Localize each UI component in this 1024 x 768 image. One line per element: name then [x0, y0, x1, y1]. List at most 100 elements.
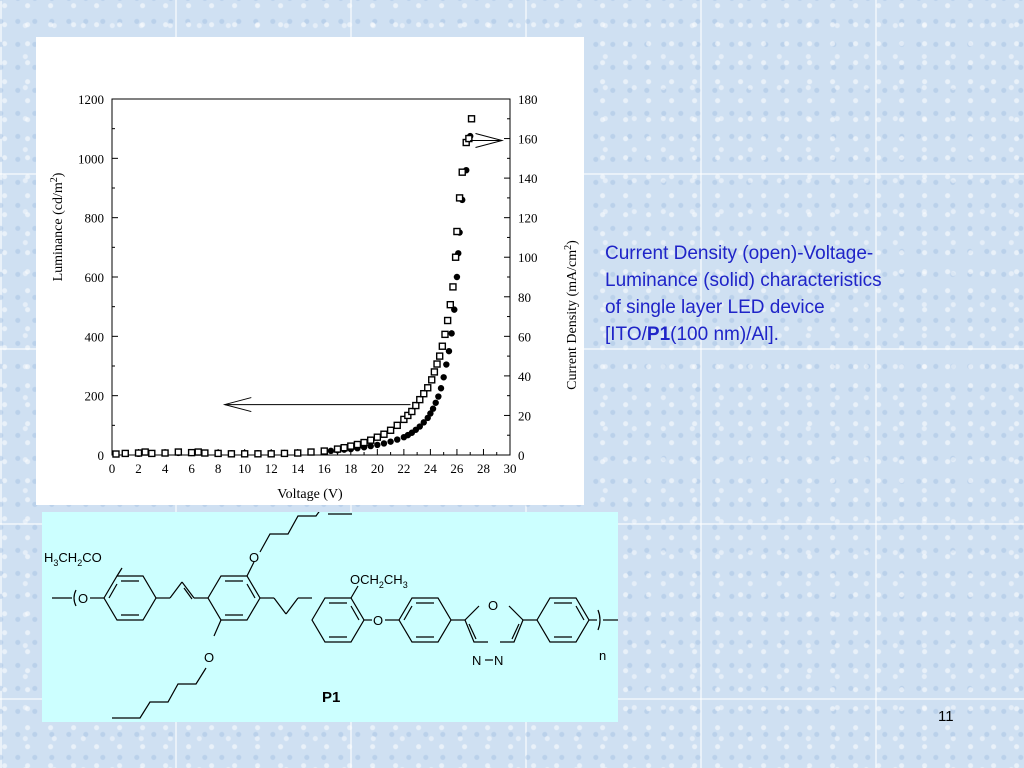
x-tick-label: 2 [135, 461, 142, 476]
current-density-point [194, 448, 202, 456]
current-density-point [112, 450, 120, 458]
current-density-point [201, 449, 209, 457]
y-left-tick-label: 0 [98, 448, 105, 463]
arrow-left-head [222, 397, 252, 413]
x-tick-label: 20 [371, 461, 384, 476]
page-number: 11 [938, 708, 954, 725]
current-density-point [353, 440, 362, 449]
current-density-point [148, 449, 156, 458]
current-density-point [453, 227, 461, 236]
chemical-structure-panel: H3CH2CO O O O [42, 501, 618, 722]
current-density-point [347, 442, 355, 450]
current-density-point [307, 448, 315, 456]
x-tick-label: 8 [215, 461, 222, 476]
luminance-point [416, 423, 423, 430]
nitrogen-label-right: N [494, 653, 503, 668]
current-density-point [333, 445, 342, 453]
luminance-point [327, 447, 335, 455]
current-density-point [455, 194, 464, 202]
current-density-point [121, 449, 129, 458]
luminance-point [443, 361, 450, 368]
current-density-point [393, 421, 401, 430]
oxygen-label-top: O [249, 550, 259, 565]
current-density-point [400, 415, 408, 424]
current-density-point [380, 430, 388, 438]
current-density-point [227, 450, 236, 458]
x-tick-label: 22 [397, 461, 410, 476]
current-density-point [280, 449, 289, 458]
y-right-tick-label: 60 [518, 329, 531, 344]
current-density-point [428, 376, 436, 384]
ethoxy-label-left: H3CH2CO [44, 550, 102, 568]
luminance-point [394, 436, 401, 443]
current-density-point [420, 389, 428, 398]
x-tick-label: 14 [291, 461, 305, 476]
x-tick-label: 30 [504, 461, 517, 476]
current-density-point [449, 283, 457, 291]
polymer-label: P1 [322, 689, 340, 706]
current-density-point [435, 352, 444, 360]
y-left-tick-label: 200 [85, 389, 105, 404]
current-density-point [446, 300, 454, 309]
current-density-point [294, 449, 302, 457]
current-density-point [412, 401, 420, 410]
luminance-point [445, 347, 453, 355]
current-density-point [267, 450, 275, 458]
current-density-point [360, 438, 368, 447]
benzene-ring-3 [311, 597, 365, 643]
figure-caption: Current Density (open)-Voltage- Luminanc… [605, 240, 1005, 348]
current-density-point [141, 448, 149, 456]
current-density-point [424, 384, 432, 392]
current-density-point [433, 360, 441, 368]
luminance-point [387, 438, 394, 445]
current-density-point [161, 449, 169, 457]
y-right-tick-label: 40 [518, 369, 531, 384]
caption-line-3: of single layer LED device [605, 297, 825, 318]
repeat-unit-n: n [599, 648, 606, 663]
current-density-point [240, 450, 249, 458]
caption-polymer-name: P1 [646, 324, 671, 345]
current-density-point [367, 436, 375, 444]
svg-text:OCH2CH3: OCH2CH3 [350, 572, 408, 590]
y-left-tick-label: 400 [85, 329, 105, 344]
current-density-point [416, 395, 424, 404]
caption-line-1: Current Density (open)-Voltage- [605, 243, 874, 264]
caption-line-2: Luminance (solid) characteristics [605, 270, 882, 291]
chart-marks [112, 115, 476, 458]
ethoxy-label-right: OCH2CH3 [350, 572, 408, 590]
oxygen-label-bottom: O [204, 650, 214, 665]
chart-panel: 0 2 4 6 8 10 12 14 16 18 20 22 24 26 28 30 0 200 400 600 800… [36, 37, 584, 505]
x-tick-label: 4 [162, 461, 169, 476]
oxadiazole-ring [464, 605, 524, 643]
polymer-p1-structure: H3CH2CO O O O [44, 501, 618, 719]
luminance-point [427, 410, 434, 417]
chart-ticks: 0 2 4 6 8 10 12 14 16 18 20 22 24 26 28 300200400600800… [78, 92, 538, 476]
y-right-tick-label: 20 [518, 408, 531, 423]
current-density-point [443, 316, 452, 325]
x-tick-label: 28 [477, 461, 490, 476]
x-tick-label: 16 [318, 461, 332, 476]
current-density-point [430, 368, 439, 376]
luminance-point [453, 273, 461, 281]
current-density-point [320, 447, 328, 455]
current-density-point [187, 448, 196, 457]
x-tick-label: 0 [109, 461, 116, 476]
nitrogen-label-left: N [472, 653, 481, 668]
current-density-point [386, 426, 395, 434]
y-left-tick-label: 1000 [78, 151, 104, 166]
current-density-point [438, 342, 447, 350]
y-axis-label-left: Luminance (cd/m2) [49, 172, 66, 281]
y-right-tick-label: 80 [518, 290, 531, 305]
luminance-point [437, 385, 445, 392]
y-left-tick-label: 1200 [78, 92, 104, 107]
x-tick-label: 12 [265, 461, 278, 476]
oxadiazole-oxygen-label: O [488, 598, 498, 613]
current-density-point [404, 411, 412, 420]
luminance-point [429, 405, 437, 412]
current-density-point [373, 433, 382, 441]
current-density-point [134, 449, 143, 457]
benzene-ring-1 [103, 575, 157, 621]
luminance-point [380, 440, 388, 447]
current-density-point [441, 330, 449, 339]
plot-frame [111, 98, 511, 456]
